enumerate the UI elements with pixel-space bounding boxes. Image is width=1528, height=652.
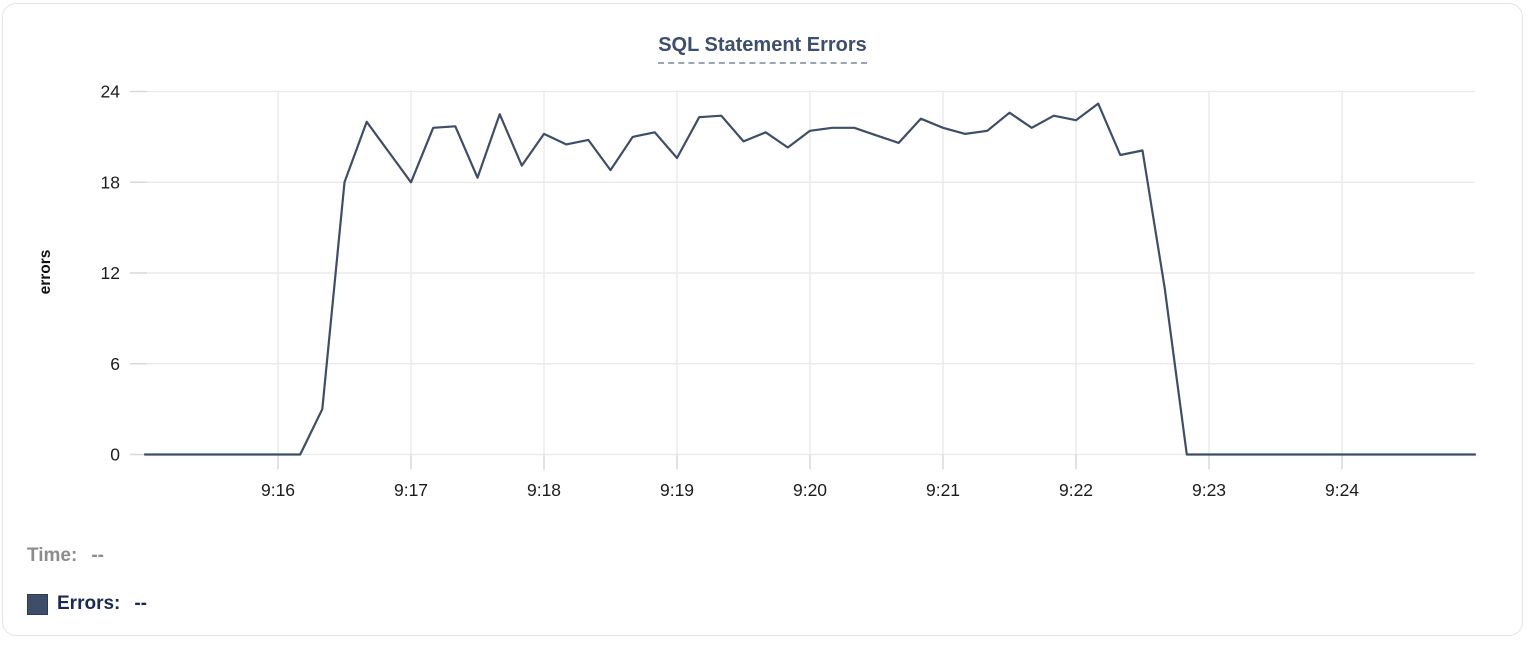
errors-series-swatch-icon	[27, 593, 48, 615]
x-tick-label: 9:21	[926, 480, 960, 500]
x-tick-label: 9:18	[527, 480, 561, 500]
legend-errors-value: --	[134, 593, 148, 614]
legend-errors-label: Errors:	[57, 593, 121, 614]
chart-title-wrap: SQL Statement Errors	[3, 34, 1522, 64]
legend-errors-row[interactable]: Errors: --	[27, 592, 147, 616]
legend-time-value: --	[91, 545, 104, 566]
x-tick-label: 9:19	[660, 480, 694, 500]
y-axis-label: errors	[37, 250, 54, 295]
chart-title[interactable]: SQL Statement Errors	[658, 34, 867, 64]
y-tick-label: 24	[101, 82, 121, 102]
x-tick-label: 9:23	[1192, 480, 1226, 500]
errors-series-line	[143, 102, 1477, 456]
x-tick-label: 9:22	[1059, 480, 1093, 500]
x-tick-label: 9:24	[1325, 480, 1359, 500]
chart-plot-area[interactable]	[145, 92, 1475, 455]
y-tick-label: 18	[101, 172, 120, 192]
y-tick-label: 0	[110, 445, 120, 465]
legend-time-label: Time:	[27, 545, 78, 566]
x-tick-label: 9:17	[394, 480, 428, 500]
chart-svg: 0 6 12 18 24 9:16 9:17 9:18 9:19 9:20 9:21 9:22 9:23…	[37, 82, 1477, 500]
chart-card: 0 6 12 18 24 9:16 9:17 9:18 9:19 9:20 9:21 9:22 9:23…	[2, 3, 1523, 636]
y-tick-label: 12	[101, 263, 120, 283]
x-tick-label: 9:20	[793, 480, 827, 500]
x-tick-label: 9:16	[261, 480, 295, 500]
y-tick-label: 6	[110, 354, 120, 374]
legend-time-row: Time: --	[27, 544, 104, 568]
